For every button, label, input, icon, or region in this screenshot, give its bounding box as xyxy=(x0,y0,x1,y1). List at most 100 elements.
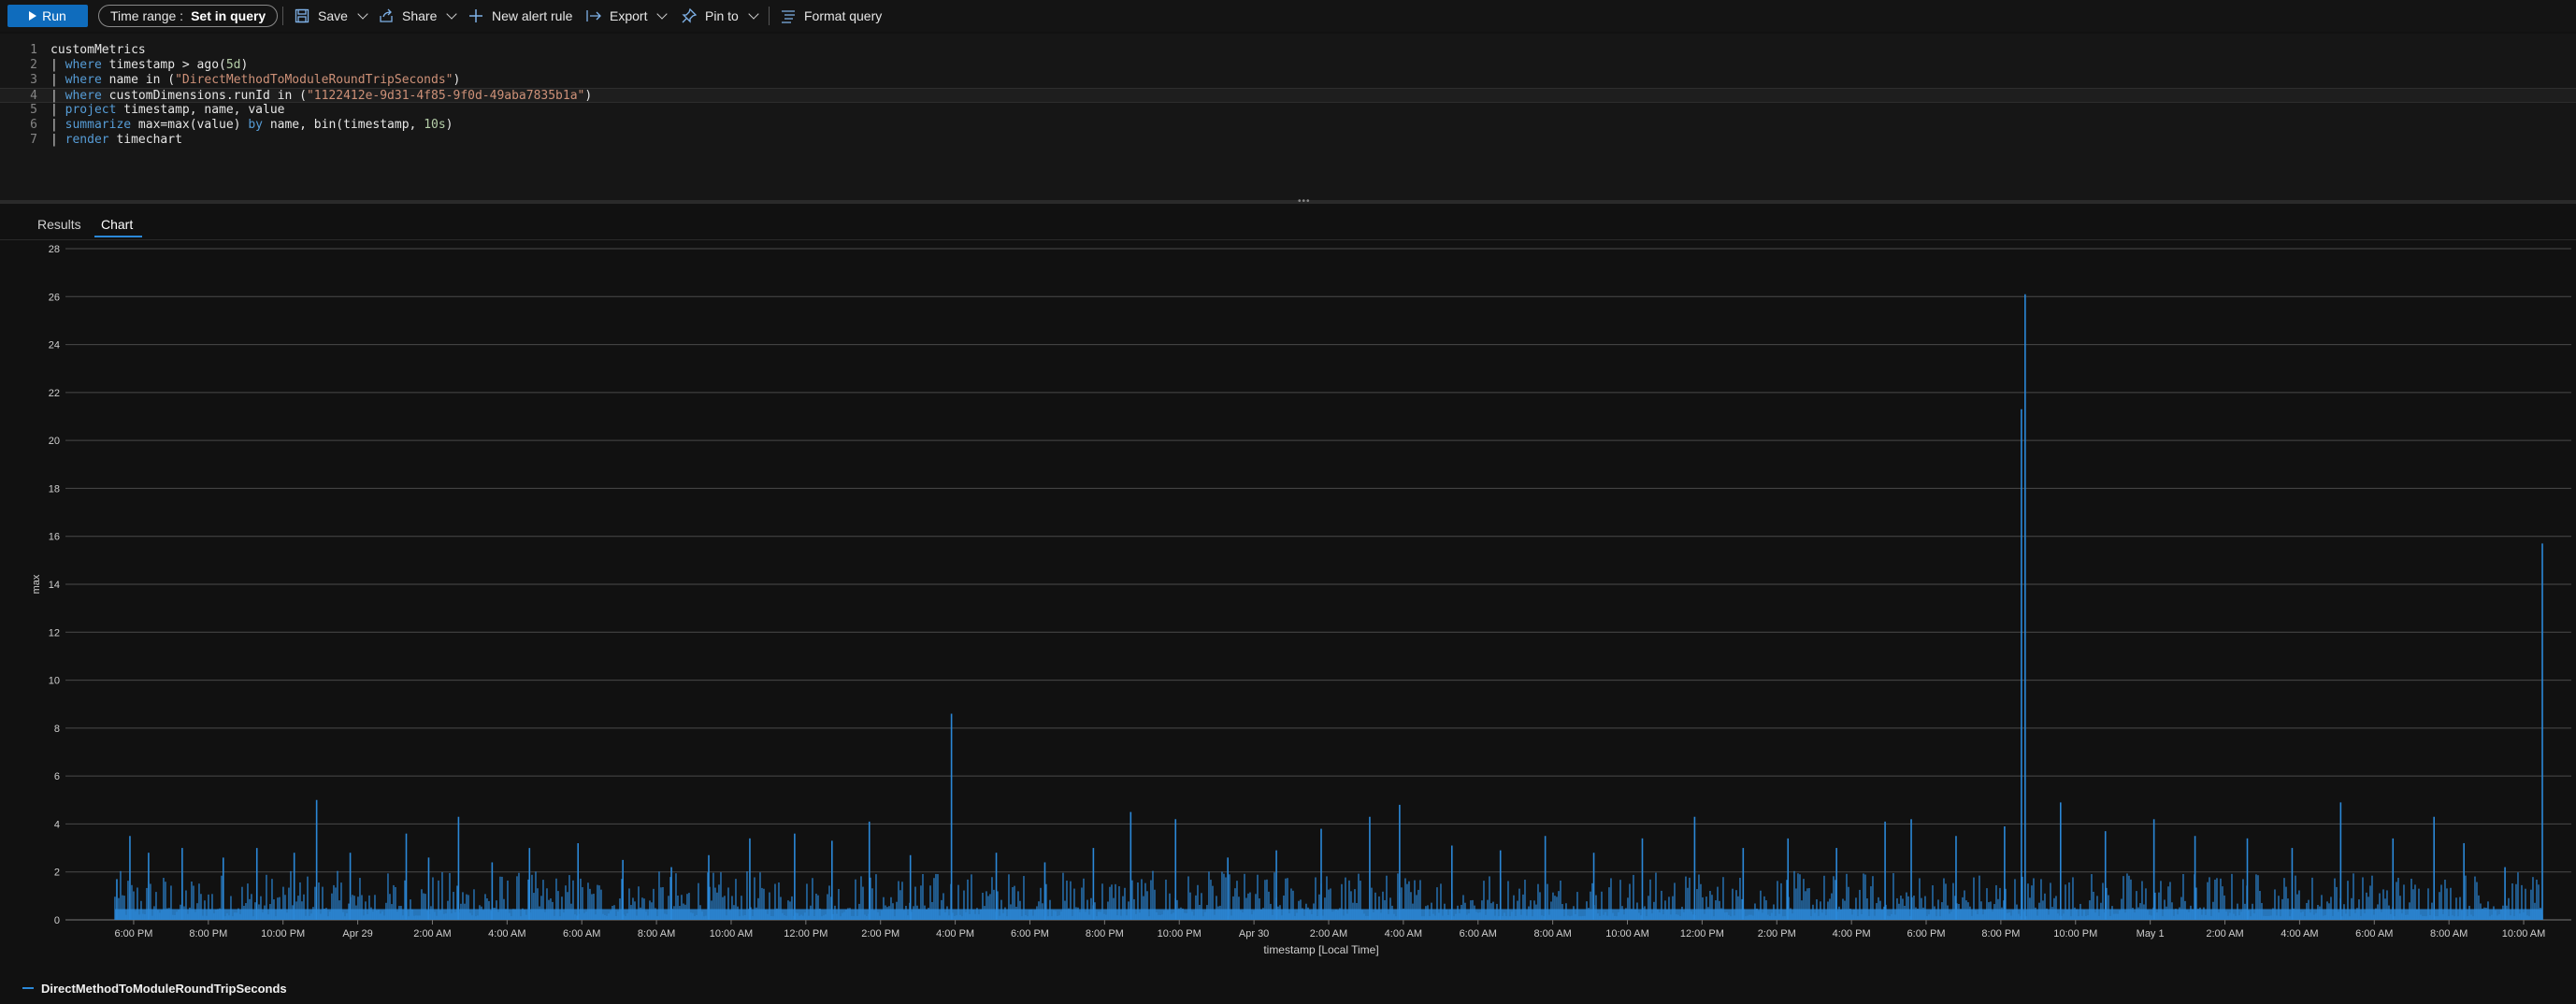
x-tick-label: 6:00 PM xyxy=(1011,928,1049,939)
save-button[interactable]: Save xyxy=(294,6,368,26)
pane-splitter[interactable] xyxy=(0,200,2576,204)
y-tick-label: 24 xyxy=(49,340,60,351)
tab-chart[interactable]: Chart xyxy=(101,217,134,232)
export-label: Export xyxy=(610,8,648,23)
line-number: 1 xyxy=(30,43,37,57)
line-number: 4 xyxy=(30,89,37,103)
code-text: | where timestamp > ago(5d) xyxy=(50,58,248,73)
chevron-down-icon xyxy=(748,8,759,20)
y-tick-label: 14 xyxy=(49,580,60,591)
code-token: | xyxy=(50,73,65,87)
x-tick-label: 10:00 PM xyxy=(2053,928,2097,939)
export-button[interactable]: Export xyxy=(585,6,669,26)
legend-swatch xyxy=(22,987,34,989)
play-icon xyxy=(29,11,37,21)
code-token: 10s xyxy=(424,118,446,132)
y-tick-label: 22 xyxy=(49,388,60,399)
splitter-grip-icon[interactable]: ••• xyxy=(1298,196,1311,207)
plus-icon xyxy=(469,9,482,22)
x-tick-label: 4:00 AM xyxy=(2281,928,2318,939)
x-tick-label: 10:00 PM xyxy=(1158,928,1202,939)
x-tick-label: 2:00 AM xyxy=(2206,928,2243,939)
x-tick-label: 2:00 AM xyxy=(1310,928,1347,939)
format-icon xyxy=(782,10,795,23)
code-token: project xyxy=(65,103,117,117)
save-icon xyxy=(295,8,309,23)
y-tick-label: 4 xyxy=(54,819,60,830)
code-token: by xyxy=(248,118,263,132)
x-tick-label: 6:00 AM xyxy=(1460,928,1497,939)
code-token: name, bin(timestamp, xyxy=(263,118,425,132)
code-token: | xyxy=(50,103,65,117)
x-tick-label: 12:00 PM xyxy=(784,928,827,939)
new-alert-rule-button[interactable]: New alert rule xyxy=(468,6,572,26)
x-tick-label: 2:00 AM xyxy=(413,928,451,939)
code-line[interactable]: 6 | summarize max=max(value) by name, bin… xyxy=(0,118,2576,133)
chart-legend: DirectMethodToModuleRoundTripSeconds xyxy=(22,972,2576,1004)
code-line[interactable]: 7 | render timechart xyxy=(0,133,2576,148)
x-tick-label: 2:00 PM xyxy=(861,928,899,939)
format-query-button[interactable]: Format query xyxy=(780,6,882,26)
line-number: 5 xyxy=(30,103,37,117)
code-line[interactable]: 1 customMetrics xyxy=(0,43,2576,58)
code-text: | summarize max=max(value) by name, bin(… xyxy=(50,118,453,133)
code-token: | xyxy=(50,58,65,72)
x-tick-label: 4:00 PM xyxy=(936,928,974,939)
x-tick-label: 10:00 AM xyxy=(710,928,753,939)
y-tick-label: 18 xyxy=(49,483,60,495)
code-token: | xyxy=(50,89,65,103)
y-axis-title: max xyxy=(31,574,42,594)
toolbar-divider xyxy=(769,7,770,25)
code-token: customDimensions.runId in ( xyxy=(101,89,307,103)
toolbar-divider xyxy=(282,7,283,25)
x-tick-label: 8:00 PM xyxy=(1981,928,2020,939)
y-tick-label: 2 xyxy=(54,868,60,879)
code-text: customMetrics xyxy=(50,43,146,58)
code-token: where xyxy=(65,73,102,87)
chevron-down-icon xyxy=(446,8,458,20)
y-tick-label: 8 xyxy=(54,724,60,735)
query-editor[interactable]: 1 customMetrics 2 | where timestamp > ago(5… xyxy=(0,34,2576,200)
pin-icon xyxy=(682,7,698,23)
x-tick-label: 4:00 AM xyxy=(488,928,525,939)
x-tick-label: Apr 30 xyxy=(1239,928,1269,939)
code-token: timestamp > ago( xyxy=(101,58,226,72)
x-tick-label: 6:00 AM xyxy=(563,928,600,939)
code-token: name in ( xyxy=(101,73,176,87)
code-text: | where name in ("DirectMethodToModuleRo… xyxy=(50,73,460,88)
line-number: 7 xyxy=(30,133,37,147)
pin-to-button[interactable]: Pin to xyxy=(681,6,759,26)
x-tick-label: 4:00 AM xyxy=(1385,928,1422,939)
series-baseline-band xyxy=(114,909,2543,920)
query-toolbar: Run Time range : Set in query Save Share… xyxy=(0,0,2576,32)
code-token: timestamp, name, value xyxy=(116,103,285,117)
code-line[interactable]: 4 | where customDimensions.runId in ("112… xyxy=(0,88,2576,103)
x-tick-label: 12:00 PM xyxy=(1680,928,1724,939)
x-tick-label: Apr 29 xyxy=(342,928,372,939)
code-token: render xyxy=(65,133,109,147)
code-line[interactable]: 5 | project timestamp, name, value xyxy=(0,103,2576,118)
code-line[interactable]: 2 | where timestamp > ago(5d) xyxy=(0,58,2576,73)
code-token: | xyxy=(50,118,65,132)
save-label: Save xyxy=(318,8,348,23)
format-label: Format query xyxy=(804,8,883,23)
time-range-value: Set in query xyxy=(191,8,266,23)
x-tick-label: 10:00 AM xyxy=(1605,928,1648,939)
code-text: | project timestamp, name, value xyxy=(50,103,284,118)
y-tick-label: 16 xyxy=(49,532,60,543)
run-button[interactable]: Run xyxy=(7,5,88,27)
y-tick-label: 12 xyxy=(49,627,60,638)
share-label: Share xyxy=(402,8,438,23)
tab-chart-underline xyxy=(94,236,142,237)
line-number: 2 xyxy=(30,58,37,72)
tab-results[interactable]: Results xyxy=(37,217,81,232)
y-tick-label: 28 xyxy=(49,244,60,255)
code-line[interactable]: 3 | where name in ("DirectMethodToModuleR… xyxy=(0,73,2576,88)
code-token: where xyxy=(65,89,102,103)
code-token: timechart xyxy=(108,133,182,147)
share-button[interactable]: Share xyxy=(378,6,458,26)
time-range-picker[interactable]: Time range : Set in query xyxy=(98,5,279,27)
code-token: customMetrics xyxy=(50,43,146,57)
code-token: "1122412e-9d31-4f85-9f0d-49aba7835b1a" xyxy=(306,89,585,103)
